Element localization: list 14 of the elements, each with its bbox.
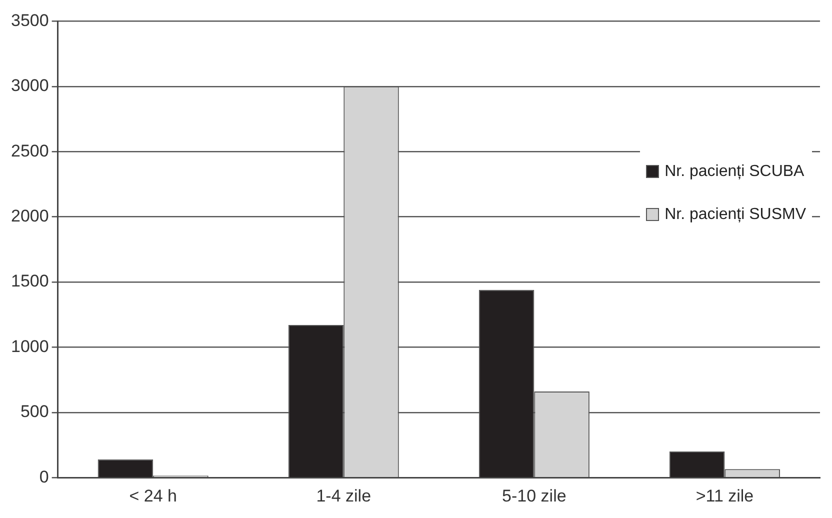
y-tick-label: 3000 <box>10 76 49 96</box>
y-tick-label: 1000 <box>10 336 49 356</box>
y-tick-label: 1500 <box>10 272 49 291</box>
y-tick-label: 500 <box>20 402 49 422</box>
y-tick-label: 3500 <box>10 10 49 30</box>
x-tick-label: 1-4 zile <box>316 486 372 506</box>
legend-label: Nr. pacienți SUSMV <box>664 205 806 226</box>
y-tick-label: 2000 <box>10 206 49 226</box>
legend-label: Nr. pacienți SCUBA <box>664 162 804 182</box>
x-tick-label: < 24 h <box>129 486 177 506</box>
y-tick-label: 2500 <box>10 141 49 160</box>
x-tick-label: 5-10 zile <box>502 486 566 506</box>
x-tick-label: >11 zile <box>696 486 754 506</box>
y-tick-label: 0 <box>39 467 49 486</box>
